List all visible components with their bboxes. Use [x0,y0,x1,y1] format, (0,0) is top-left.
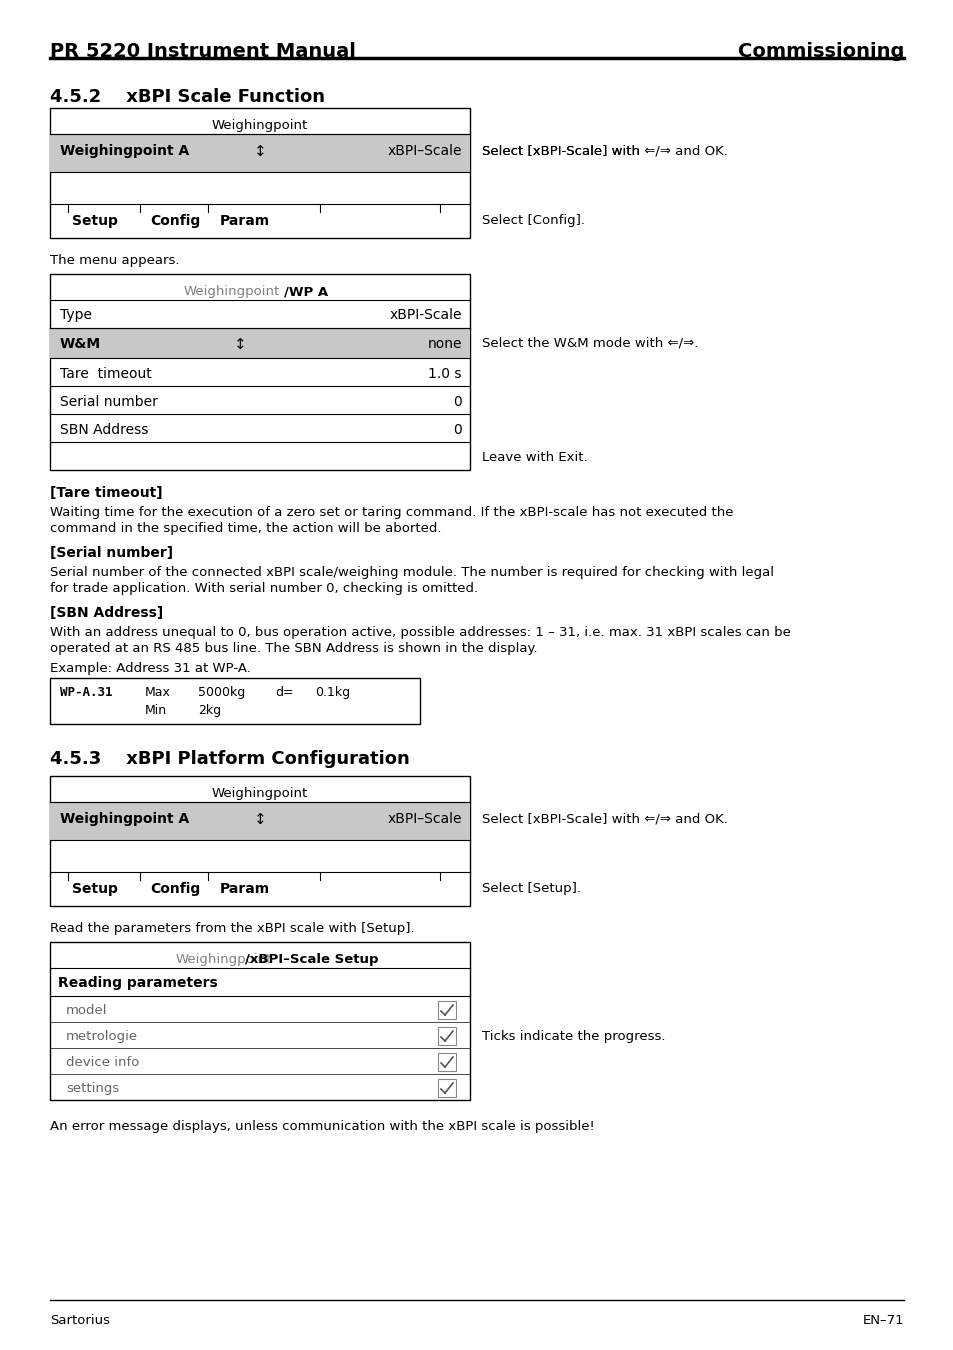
Text: Select [Setup].: Select [Setup]. [481,882,580,895]
Text: 1.0 s: 1.0 s [428,367,461,381]
Text: Weighingpoint A: Weighingpoint A [60,144,189,158]
Bar [50,328,470,358]
Bar [437,1000,456,1019]
Text: The menu appears.: The menu appears. [50,254,179,267]
Text: WP-A.31: WP-A.31 [60,686,112,699]
Text: xBPI-Scale: xBPI-Scale [389,308,461,323]
Text: Example: Address 31 at WP-A.: Example: Address 31 at WP-A. [50,662,251,675]
Text: An error message displays, unless communication with the xBPI scale is possible!: An error message displays, unless commun… [50,1120,594,1133]
Text: Max: Max [145,686,171,699]
Bar [50,942,470,1100]
Text: Commissioning: Commissioning [737,42,903,61]
Text: ↕: ↕ [233,338,246,352]
Text: Setup: Setup [71,882,118,896]
Text: 0: 0 [453,423,461,437]
Text: Select [xBPI-Scale] with: Select [xBPI-Scale] with [481,144,643,157]
Text: metrologie: metrologie [66,1030,138,1044]
Text: Weighingpoint: Weighingpoint [184,285,280,298]
Text: [SBN Address]: [SBN Address] [50,606,163,620]
Text: Weighingpoint: Weighingpoint [175,953,272,967]
Text: Weighingpoint: Weighingpoint [212,120,308,132]
Bar [50,274,470,470]
Text: Serial number of the connected xBPI scale/weighing module. The number is require: Serial number of the connected xBPI scal… [50,566,773,579]
Text: device info: device info [66,1056,139,1069]
Text: for trade application. With serial number 0, checking is omitted.: for trade application. With serial numbe… [50,582,477,595]
Text: EN–71: EN–71 [862,1314,903,1327]
Text: Setup: Setup [71,215,118,228]
Text: model: model [66,1004,108,1017]
Text: PR 5220 Instrument Manual: PR 5220 Instrument Manual [50,42,355,61]
Text: Leave with Exit.: Leave with Exit. [481,451,587,464]
Text: Weighingpoint: Weighingpoint [212,787,308,801]
Text: Select [xBPI-Scale] with ⇐/⇒ and OK.: Select [xBPI-Scale] with ⇐/⇒ and OK. [481,811,727,825]
Text: xBPI–Scale: xBPI–Scale [387,144,461,158]
Bar [50,776,470,906]
Text: Ticks indicate the progress.: Ticks indicate the progress. [481,1030,665,1044]
Bar [50,134,470,171]
Text: Select [Config].: Select [Config]. [481,215,584,227]
Bar [50,802,470,840]
Text: Type: Type [60,308,91,323]
Text: With an address unequal to 0, bus operation active, possible addresses: 1 – 31, : With an address unequal to 0, bus operat… [50,626,790,639]
Text: Min: Min [145,703,167,717]
Text: SBN Address: SBN Address [60,423,149,437]
Text: Waiting time for the execution of a zero set or taring command. If the xBPI-scal: Waiting time for the execution of a zero… [50,506,733,518]
Bar [437,1079,456,1098]
Bar [50,108,470,238]
Text: Select the W&M mode with ⇐/⇒.: Select the W&M mode with ⇐/⇒. [481,338,698,350]
Text: xBPI–Scale: xBPI–Scale [387,811,461,826]
Text: Config: Config [150,882,200,896]
Text: 0: 0 [453,396,461,409]
Text: Param: Param [220,215,270,228]
Text: Param: Param [220,882,270,896]
Text: /WP A: /WP A [284,285,328,298]
Text: Reading parameters: Reading parameters [58,976,217,990]
Text: W&M: W&M [60,338,101,351]
Text: none: none [427,338,461,351]
Text: settings: settings [66,1081,119,1095]
Text: Select [xBPI-Scale] with ⇐/⇒ and OK.: Select [xBPI-Scale] with ⇐/⇒ and OK. [481,144,727,157]
Text: Sartorius: Sartorius [50,1314,110,1327]
Text: operated at an RS 485 bus line. The SBN Address is shown in the display.: operated at an RS 485 bus line. The SBN … [50,643,537,655]
Text: d=: d= [274,686,294,699]
Text: Tare  timeout: Tare timeout [60,367,152,381]
Text: Weighingpoint A: Weighingpoint A [60,811,189,826]
Text: 4.5.2    xBPI Scale Function: 4.5.2 xBPI Scale Function [50,88,325,107]
Text: [Serial number]: [Serial number] [50,545,172,560]
Text: Config: Config [150,215,200,228]
Text: ↕: ↕ [253,811,266,828]
Text: Read the parameters from the xBPI scale with [Setup].: Read the parameters from the xBPI scale … [50,922,415,936]
Bar [50,678,419,724]
Text: 0.1kg: 0.1kg [314,686,350,699]
Text: Serial number: Serial number [60,396,157,409]
Text: command in the specified time, the action will be aborted.: command in the specified time, the actio… [50,522,441,535]
Text: /xBPI–Scale Setup: /xBPI–Scale Setup [245,953,378,967]
Bar [437,1053,456,1071]
Text: ↕: ↕ [253,144,266,159]
Text: [Tare timeout]: [Tare timeout] [50,486,162,500]
Bar [437,1027,456,1045]
Text: 5000kg: 5000kg [198,686,245,699]
Text: 4.5.3    xBPI Platform Configuration: 4.5.3 xBPI Platform Configuration [50,751,410,768]
Text: 2kg: 2kg [198,703,221,717]
